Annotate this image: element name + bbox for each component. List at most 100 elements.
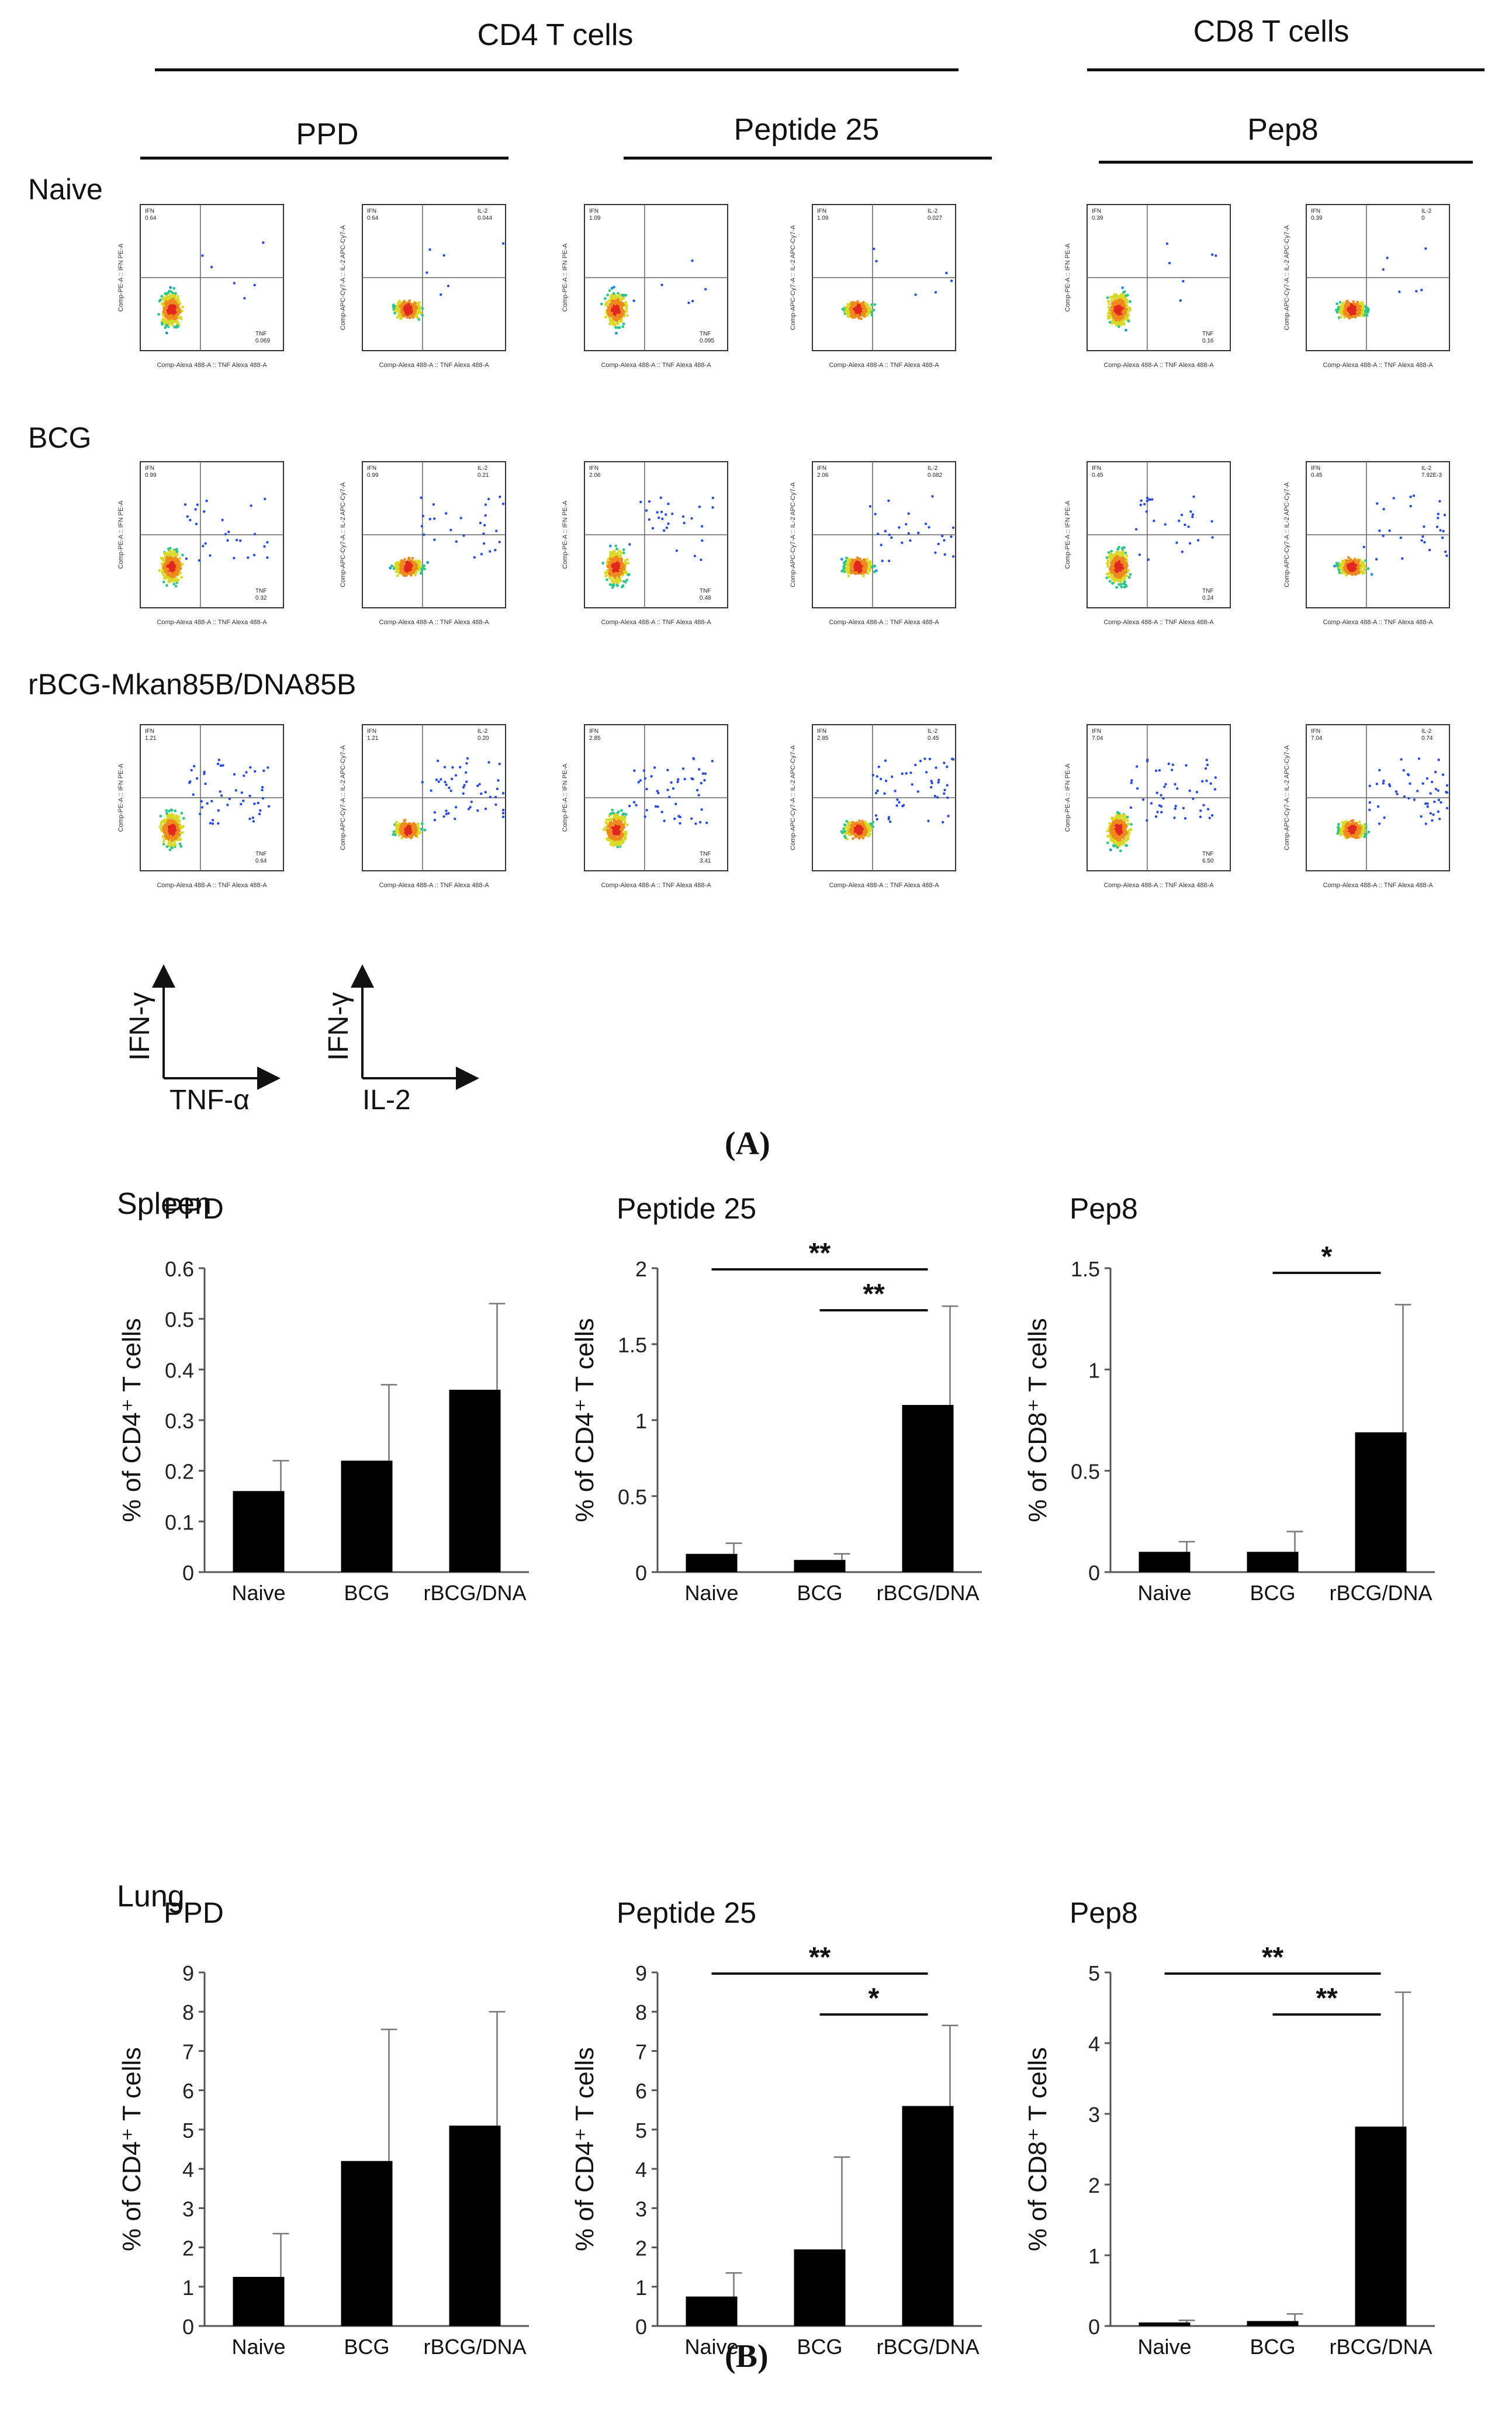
chart-title: Pep8	[1070, 1896, 1138, 1929]
significance-marker: *	[1321, 1241, 1333, 1272]
flow-y-axis-label: Comp-PE-A :: IFN PE-A	[1064, 243, 1071, 311]
y-tick-label: 0.5	[1071, 1460, 1100, 1484]
category-label: Naive	[231, 2335, 285, 2359]
gate-value-il2: 0.21	[478, 472, 489, 479]
significance-marker: **	[809, 1238, 831, 1269]
significance-marker: *	[869, 1983, 880, 2014]
category-label: rBCG/DNA	[1329, 1581, 1432, 1605]
y-tick-label: 0.3	[165, 1409, 194, 1433]
y-tick-label: 7	[635, 2040, 647, 2064]
gate-label-tnf: TNF	[255, 331, 267, 337]
gate-label-il2: IL-2	[928, 208, 938, 214]
bar	[1355, 2126, 1407, 2326]
flow-y-axis-label: Comp-PE-A :: IFN PE-A	[117, 243, 124, 311]
gate-label-il2: IL-2	[478, 465, 488, 472]
gate-value-ifn: 2.06	[817, 472, 829, 479]
gate-value-ifn: 0.45	[1092, 472, 1103, 479]
flow-x-axis-label: Comp-Alexa 488-A :: TNF Alexa 488-A	[601, 362, 711, 369]
y-tick-label: 3	[182, 2197, 194, 2221]
category-label: rBCG/DNA	[1329, 2335, 1432, 2359]
y-axis-label: % of CD8⁺ T cells	[1023, 2047, 1052, 2251]
bar	[794, 2249, 846, 2326]
flow-x-axis-label: Comp-Alexa 488-A :: TNF Alexa 488-A	[829, 619, 939, 626]
gate-value-tnf: 0.24	[1202, 595, 1214, 601]
category-label: BCG	[1250, 1581, 1295, 1605]
gate-value-il2: 0.082	[928, 472, 942, 479]
significance-marker: **	[1262, 1942, 1284, 1973]
bar	[1247, 1552, 1299, 1572]
bar-chart-spleen-0: PPD 0 0.1 0.2 0.3 0.4 0.5 0.6 % of CD4⁺ T cells N…	[117, 1192, 529, 1605]
significance-marker: **	[809, 1942, 831, 1973]
y-tick-label: 0	[1088, 2315, 1100, 2339]
gate-label-il2: IL-2	[1421, 465, 1432, 472]
y-tick-label: 1.5	[618, 1333, 647, 1357]
gate-value-ifn: 0.39	[1092, 215, 1103, 221]
y-tick-label: 0	[182, 2315, 194, 2339]
category-label: rBCG/DNA	[423, 1581, 526, 1605]
bar	[902, 1405, 954, 1572]
flow-y-axis-label: Comp-PE-A :: IFN PE-A	[1064, 500, 1071, 569]
y-tick-label: 1.5	[1071, 1257, 1100, 1281]
bar	[449, 1390, 501, 1572]
bar	[1139, 2322, 1191, 2326]
gate-value-ifn: 1.09	[589, 215, 601, 221]
gate-value-il2: 0.027	[928, 215, 942, 221]
gate-label-tnf: TNF	[255, 588, 267, 594]
antigen-header-pep8: Pep8	[1247, 113, 1319, 147]
gate-label-ifn: IFN	[367, 208, 376, 214]
bar	[341, 2161, 393, 2326]
y-axis-label: % of CD4⁺ T cells	[117, 1318, 146, 1522]
flow-y-axis-label: Comp-APC-Cy7-A :: IL-2 APC-Cy7-A	[340, 482, 347, 587]
category-label: BCG	[1250, 2335, 1295, 2359]
gate-label-ifn: IFN	[589, 465, 598, 472]
y-tick-label: 5	[1088, 1961, 1100, 1985]
bar	[233, 1491, 285, 1572]
y-tick-label: 0.6	[165, 1257, 194, 1281]
y-tick-label: 7	[182, 2040, 194, 2064]
flow-y-axis-label: Comp-APC-Cy7-A :: IL-2 APC-Cy7-A	[1283, 224, 1290, 330]
gate-label-ifn: IFN	[1311, 465, 1320, 472]
flow-y-axis-label: Comp-PE-A :: IFN PE-A	[117, 500, 124, 569]
y-tick-label: 1	[182, 2276, 194, 2300]
gate-value-il2: 7.92E-3	[1421, 472, 1442, 479]
gate-label-ifn: IFN	[145, 465, 154, 472]
bar	[794, 1560, 846, 1572]
gate-label-tnf: TNF	[1202, 588, 1213, 594]
gate-label-il2: IL-2	[1421, 208, 1432, 214]
gate-label-tnf: TNF	[700, 588, 711, 594]
flow-x-axis-label: Comp-Alexa 488-A :: TNF Alexa 488-A	[379, 619, 489, 626]
y-tick-label: 6	[182, 2079, 194, 2103]
flow-x-axis-label: Comp-Alexa 488-A :: TNF Alexa 488-A	[1103, 619, 1214, 626]
y-tick-label: 9	[635, 1961, 647, 1985]
category-label: rBCG/DNA	[423, 2335, 526, 2359]
gate-label-il2: IL-2	[928, 465, 938, 472]
y-tick-label: 1	[635, 2276, 647, 2300]
y-tick-label: 2	[182, 2237, 194, 2261]
bar-chart-lung-2: Pep8 0 1 2 3 4 5 % of CD8⁺ T cells Naive BCG rBCG/…	[1023, 1896, 1435, 2359]
y-tick-label: 3	[635, 2197, 647, 2221]
bar	[341, 1460, 393, 1572]
flow-y-axis-label: Comp-APC-Cy7-A :: IL-2 APC-Cy7-A	[790, 482, 797, 587]
antigen-header-peptide25: Peptide 25	[733, 113, 880, 147]
y-axis-label: % of CD4⁺ T cells	[570, 1318, 599, 1522]
row-label-naive: Naive	[28, 173, 103, 206]
bar	[686, 2296, 738, 2326]
y-axis-label: % of CD4⁺ T cells	[570, 2047, 599, 2251]
y-tick-label: 0	[635, 1561, 647, 1585]
group-header-cd4: CD4 T cells	[477, 18, 634, 52]
y-tick-label: 0.4	[165, 1358, 194, 1382]
flow-x-axis-label: Comp-Alexa 488-A :: TNF Alexa 488-A	[1103, 362, 1214, 369]
gate-label-ifn: IFN	[817, 208, 826, 214]
gate-label-tnf: TNF	[700, 331, 711, 337]
antigen-header-ppd-line	[140, 157, 508, 160]
